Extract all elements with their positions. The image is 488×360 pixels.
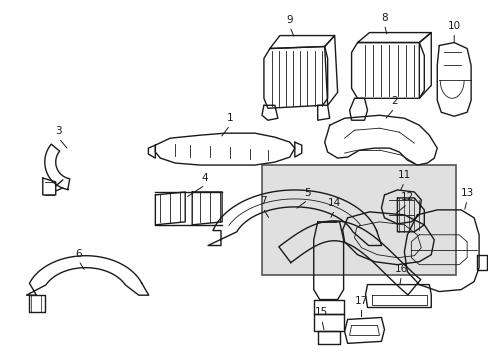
Text: 2: 2 bbox=[390, 96, 397, 106]
Text: 15: 15 bbox=[314, 307, 327, 318]
Text: 10: 10 bbox=[447, 21, 460, 31]
Text: 6: 6 bbox=[75, 249, 82, 259]
Text: 11: 11 bbox=[397, 170, 410, 180]
Text: 4: 4 bbox=[202, 173, 208, 183]
FancyBboxPatch shape bbox=[262, 165, 455, 275]
Text: 12: 12 bbox=[400, 192, 413, 202]
Text: 7: 7 bbox=[259, 196, 265, 206]
Text: 9: 9 bbox=[286, 15, 292, 24]
Text: 13: 13 bbox=[460, 188, 473, 198]
Text: 1: 1 bbox=[226, 113, 233, 123]
Text: 17: 17 bbox=[354, 296, 367, 306]
Text: 14: 14 bbox=[327, 198, 341, 208]
Text: 3: 3 bbox=[55, 126, 62, 136]
Text: 5: 5 bbox=[304, 188, 310, 198]
Text: 8: 8 bbox=[380, 13, 387, 23]
Text: 16: 16 bbox=[394, 264, 407, 274]
